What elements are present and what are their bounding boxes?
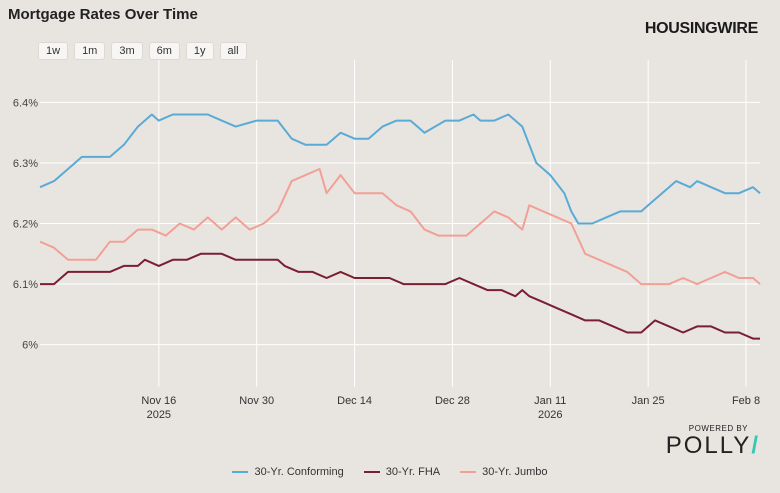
polly-slash-icon: / (751, 432, 760, 459)
y-tick-label: 6.3% (13, 158, 38, 170)
series-line (40, 252, 760, 340)
chart-legend: 30-Yr. Conforming 30-Yr. FHA 30-Yr. Jumbo (0, 466, 780, 478)
series-line (39, 113, 761, 225)
brand-logo: HOUSINGWIRE (644, 20, 758, 37)
polly-logo-text: POLLY (665, 432, 752, 459)
series-line (39, 168, 761, 286)
polly-logo: POLLY/ (666, 432, 760, 460)
x-tick-label: Nov 16 (141, 395, 176, 407)
chart-plot: 6% 6.1% 6.2% 6.3% 6.4% Nov 16 2025 Nov 30 Dec 14… (13, 60, 761, 420)
range-selector: 1w 1m 3m 6m 1y all (38, 42, 247, 60)
range-button-1w[interactable]: 1w (38, 42, 69, 60)
legend-label: 30-Yr. Conforming (254, 466, 344, 478)
y-tick-label: 6% (22, 340, 38, 352)
x-tick-year-label: 2026 (538, 409, 562, 420)
x-tick-label: Dec 28 (435, 395, 470, 407)
x-tick-label: Dec 14 (337, 395, 372, 407)
y-tick-label: 6.2% (13, 219, 38, 231)
legend-swatch (460, 471, 477, 473)
legend-swatch (363, 471, 380, 473)
range-button-6m[interactable]: 6m (148, 42, 180, 60)
range-button-1y[interactable]: 1y (185, 42, 214, 60)
range-button-3m[interactable]: 3m (111, 42, 143, 60)
range-button-1m[interactable]: 1m (74, 42, 106, 60)
range-button-all[interactable]: all (219, 42, 247, 60)
x-tick-label: Jan 25 (632, 395, 665, 407)
legend-label: 30-Yr. Jumbo (482, 466, 548, 478)
legend-label: 30-Yr. FHA (385, 466, 441, 478)
x-tick-label: Feb 8 (732, 395, 760, 407)
x-tick-year-label: 2025 (147, 409, 171, 420)
x-tick-label: Jan 11 (534, 395, 566, 407)
powered-by-label: POWERED BY (688, 424, 748, 433)
y-tick-label: 6.1% (13, 279, 38, 291)
y-tick-label: 6.4% (13, 97, 38, 109)
legend-item[interactable]: 30-Yr. Jumbo (460, 466, 548, 478)
x-tick-label: Nov 30 (239, 395, 274, 407)
chart-title: Mortgage Rates Over Time (8, 6, 198, 23)
legend-swatch (232, 471, 249, 473)
legend-item[interactable]: 30-Yr. Conforming (232, 466, 344, 478)
legend-item[interactable]: 30-Yr. FHA (363, 466, 441, 478)
